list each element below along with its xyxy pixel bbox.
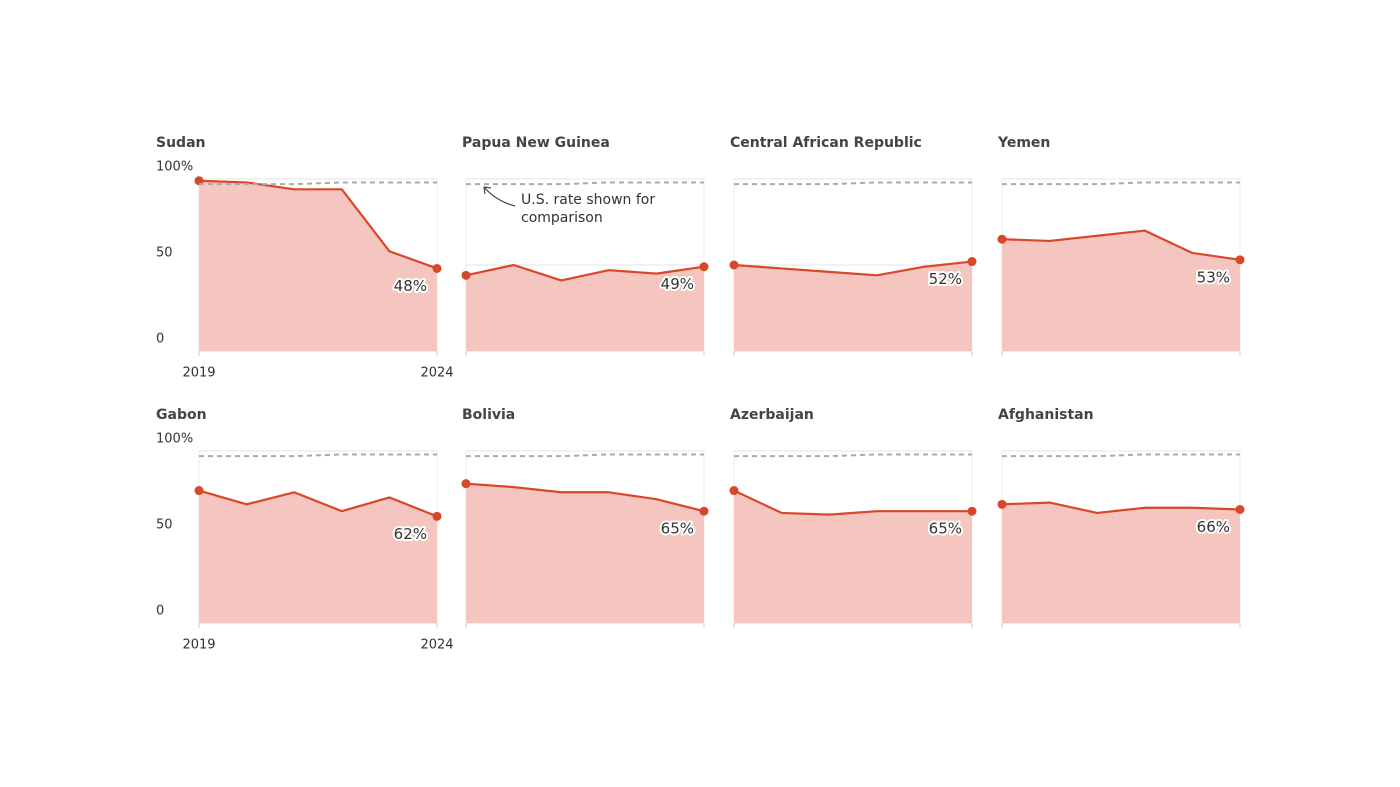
area (199, 490, 437, 623)
area (734, 490, 972, 623)
area (734, 261, 972, 351)
x-tick-label: 2019 (182, 638, 215, 653)
line (198, 179, 438, 270)
x-tick-label: 2024 (420, 366, 453, 381)
line (1001, 501, 1241, 515)
value-label: 53% (1197, 268, 1230, 286)
us-line (466, 453, 704, 458)
end-dot (461, 270, 471, 280)
area (1002, 502, 1240, 623)
y-tick-label: 0 (156, 604, 164, 619)
panel-title: Central African Republic (730, 135, 922, 151)
y-tick-label: 100% (156, 160, 193, 175)
panel-title: Azerbaijan (730, 407, 814, 423)
panel-title: Gabon (156, 407, 207, 423)
end-dot (729, 486, 739, 496)
end-dot (194, 176, 204, 186)
end-dot (432, 263, 442, 273)
annotation: U.S. rate shown for comparison (521, 192, 656, 226)
us-line (199, 181, 437, 186)
panel-title: Sudan (156, 135, 206, 151)
us-line (734, 453, 972, 458)
panel-title: Papua New Guinea (462, 135, 610, 151)
end-dot (1235, 255, 1245, 265)
line (733, 489, 972, 516)
end-dot (699, 262, 709, 272)
line (198, 489, 438, 518)
line (465, 263, 705, 282)
y-tick-label: 100% (156, 432, 193, 447)
end-dot (1235, 504, 1245, 514)
annotation-arrow (483, 186, 516, 207)
us-line (466, 181, 704, 186)
end-dot (699, 506, 709, 516)
x-tick-label: 2019 (182, 366, 215, 381)
value-label: 62% (394, 525, 427, 543)
y-tick-label: 0 (156, 332, 164, 347)
end-dot (997, 234, 1007, 244)
line (1001, 229, 1241, 261)
end-dot (967, 506, 977, 516)
panel-title: Afghanistan (998, 407, 1094, 423)
end-dot (967, 257, 977, 267)
us-line (1002, 453, 1240, 458)
panel-title: Bolivia (462, 407, 515, 423)
y-tick-label: 50 (156, 518, 173, 533)
panel-title: Yemen (997, 135, 1050, 151)
value-label: 65% (929, 520, 962, 538)
line (465, 482, 705, 513)
x-tick-label: 2024 (420, 638, 453, 653)
end-dot (729, 260, 739, 270)
us-line (734, 181, 972, 186)
end-dot (997, 499, 1007, 509)
area (466, 483, 704, 623)
area (466, 265, 704, 351)
us-line (1002, 181, 1240, 186)
y-tick-label: 50 (156, 246, 173, 261)
end-dot (432, 511, 442, 521)
area (199, 180, 437, 351)
end-dot (461, 479, 471, 489)
value-label: 52% (929, 270, 962, 288)
end-dot (194, 486, 204, 496)
value-label: 65% (661, 520, 694, 538)
line (733, 260, 973, 277)
value-label: 66% (1197, 518, 1230, 536)
value-label: 49% (661, 275, 694, 293)
value-label: 48% (394, 277, 427, 295)
area (1002, 230, 1240, 351)
us-line (199, 453, 437, 458)
